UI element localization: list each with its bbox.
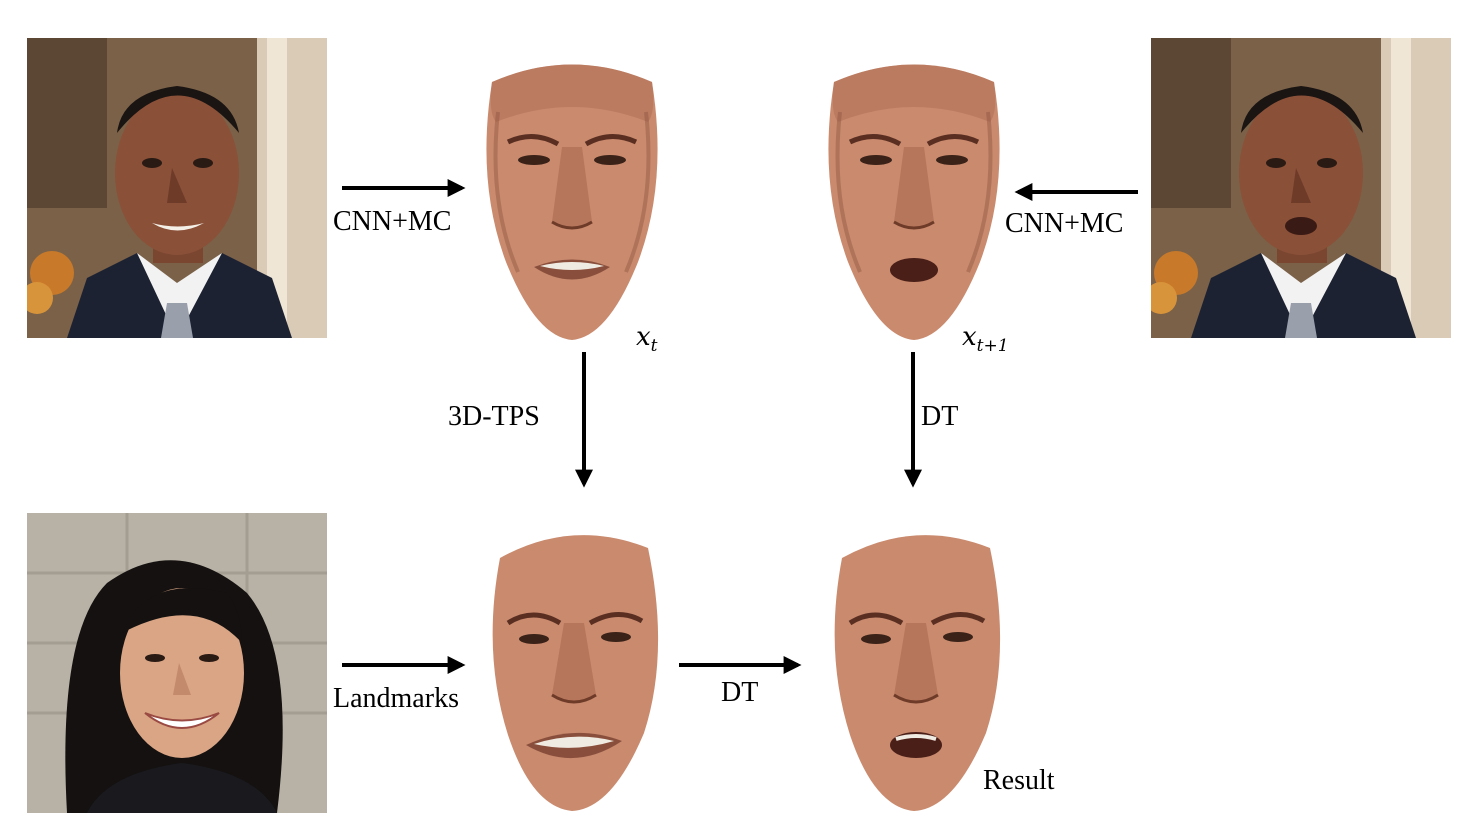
face-model-xt: [478, 52, 666, 342]
label-3d-tps: 3D-TPS: [448, 401, 540, 432]
face-mesh-icon: [834, 535, 1001, 811]
label-xt1-sub: t+1: [976, 336, 1009, 357]
label-xt-sub: t: [650, 336, 658, 357]
face-model-xt1: [820, 52, 1008, 342]
target-face-photo: [27, 513, 327, 813]
label-result: Result: [983, 765, 1055, 796]
label-xt-base: x: [636, 322, 651, 352]
label-cnn-mc-right: CNN+MC: [1005, 208, 1124, 239]
label-landmarks: Landmarks: [333, 683, 459, 714]
label-xt: xt: [636, 322, 658, 356]
face-mesh-icon: [492, 535, 659, 811]
label-dt-horizontal: DT: [721, 677, 759, 708]
face-model-tps: [478, 523, 666, 813]
face-mesh-icon: [828, 64, 1000, 340]
face-model-result: [820, 523, 1008, 813]
label-xt1: xt+1: [962, 322, 1009, 356]
face-mesh-icon: [486, 64, 658, 340]
label-xt1-base: x: [962, 322, 977, 352]
portrait-man-icon: [1151, 38, 1451, 338]
label-cnn-mc-left: CNN+MC: [333, 206, 452, 237]
source-frame-t1-photo: [1151, 38, 1451, 338]
label-dt-vertical: DT: [921, 401, 959, 432]
portrait-woman-icon: [27, 513, 327, 813]
portrait-man-icon: [27, 38, 327, 338]
source-frame-t-photo: [27, 38, 327, 338]
